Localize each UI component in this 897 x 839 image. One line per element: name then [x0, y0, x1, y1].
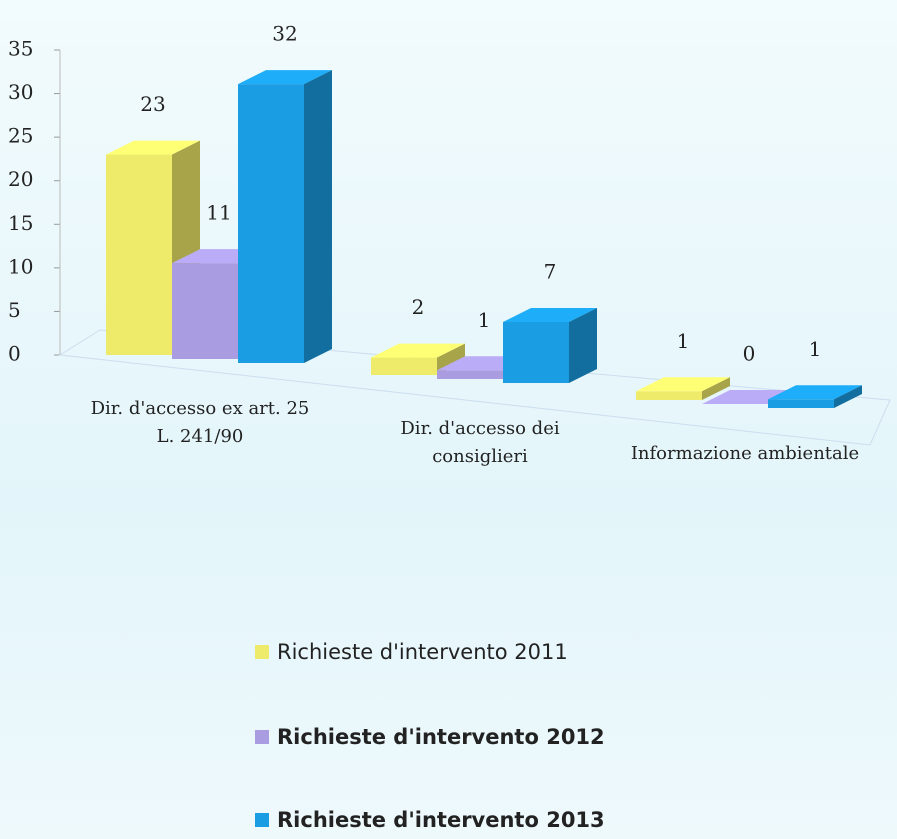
x-tick-label: Informazione ambientale	[630, 443, 860, 464]
value-label: 1	[677, 329, 690, 353]
legend-swatch	[255, 645, 269, 659]
bar-side	[702, 377, 730, 400]
y-tick-label: 35	[8, 37, 33, 61]
legend-item: Richieste d'intervento 2013	[255, 808, 605, 832]
bar-top	[106, 140, 200, 155]
bar	[503, 322, 569, 383]
y-tick-label: 20	[8, 167, 33, 191]
value-label: 7	[544, 260, 557, 284]
value-label: 11	[206, 201, 231, 225]
value-label: 23	[140, 92, 165, 116]
y-tick-label: 30	[8, 80, 33, 104]
bar-top	[371, 343, 465, 358]
y-tick-label: 0	[8, 342, 21, 366]
value-label: 32	[272, 22, 297, 46]
legend-swatch	[255, 813, 269, 827]
bar-top	[768, 385, 862, 400]
y-tick-label: 10	[8, 254, 33, 278]
x-tick-label: Dir. d'accesso dei consiglieri	[400, 418, 560, 467]
value-label: 0	[743, 342, 756, 366]
value-label: 1	[478, 308, 491, 332]
legend-item: Richieste d'intervento 2011	[255, 640, 568, 664]
bar-top	[503, 308, 597, 322]
legend-label: Richieste d'intervento 2013	[277, 808, 605, 832]
value-label: 2	[412, 295, 425, 319]
y-tick-label: 5	[8, 298, 21, 322]
legend-swatch	[255, 730, 269, 744]
bar	[106, 154, 172, 355]
bar	[172, 263, 238, 359]
y-tick-label: 25	[8, 124, 33, 148]
x-tick-label: Dir. d'accesso ex art. 25 L. 241/90	[90, 398, 310, 447]
bar	[371, 357, 437, 375]
bar-top	[636, 377, 730, 392]
legend-label: Richieste d'intervento 2011	[277, 640, 568, 664]
bar	[768, 399, 834, 408]
floor	[58, 329, 891, 446]
legend-item: Richieste d'intervento 2012	[255, 725, 605, 749]
bar-side	[834, 385, 862, 408]
bar-side	[304, 70, 332, 364]
bar	[437, 370, 503, 379]
value-label: 1	[809, 337, 822, 361]
legend-label: Richieste d'intervento 2012	[277, 725, 605, 749]
bar-top	[238, 70, 332, 85]
bar-side	[569, 308, 597, 383]
bar	[238, 84, 304, 364]
bar	[636, 391, 702, 400]
y-tick-label: 15	[8, 211, 33, 235]
